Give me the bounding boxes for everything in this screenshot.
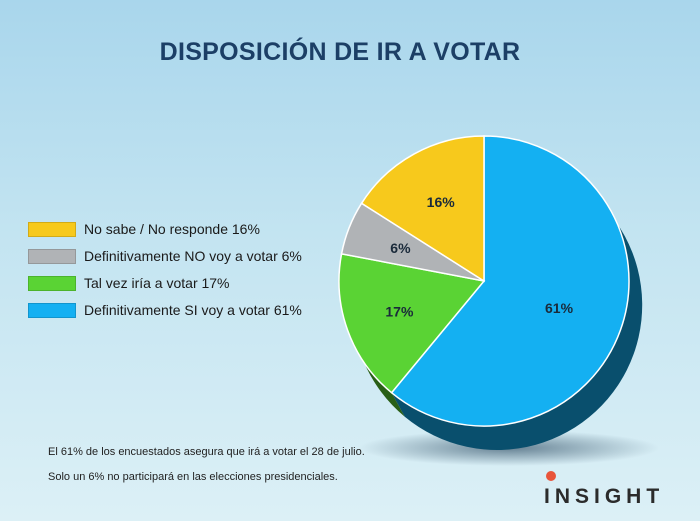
legend-label: Definitivamente SI voy a votar 61% [84, 302, 302, 318]
legend-swatch [28, 302, 76, 318]
logo-dot-icon [546, 471, 556, 481]
legend-swatch [28, 275, 76, 291]
legend-item-tal-vez: Tal vez iría a votar 17% [28, 270, 302, 296]
footnote-1: El 61% de los encuestados asegura que ir… [48, 446, 365, 458]
legend-item-definitivamente-si: Definitivamente SI voy a votar 61% [28, 297, 302, 323]
legend-item-no-sabe: No sabe / No responde 16% [28, 216, 302, 242]
legend-label: Definitivamente NO voy a votar 6% [84, 248, 302, 264]
legend: No sabe / No responde 16% Definitivament… [28, 216, 302, 324]
data-label: 16% [427, 194, 456, 210]
data-label: 6% [390, 240, 411, 256]
legend-item-definitivamente-no: Definitivamente NO voy a votar 6% [28, 243, 302, 269]
footnote-2: Solo un 6% no participará en las eleccio… [48, 471, 338, 483]
legend-label: No sabe / No responde 16% [84, 221, 260, 237]
pie-slice [390, 135, 630, 427]
legend-label: Tal vez iría a votar 17% [84, 275, 230, 291]
legend-swatch [28, 248, 76, 264]
brand-logo: INSIGHT [544, 471, 684, 511]
data-label: 61% [545, 300, 574, 316]
pie-slice [360, 135, 485, 283]
pie-slice [338, 252, 486, 394]
brand-name: INSIGHT [544, 485, 665, 508]
pie-slice-side [391, 136, 643, 450]
chart-title: DISPOSICIÓN DE IR A VOTAR [159, 38, 521, 66]
legend-swatch [28, 221, 76, 237]
data-label: 17% [385, 303, 414, 319]
